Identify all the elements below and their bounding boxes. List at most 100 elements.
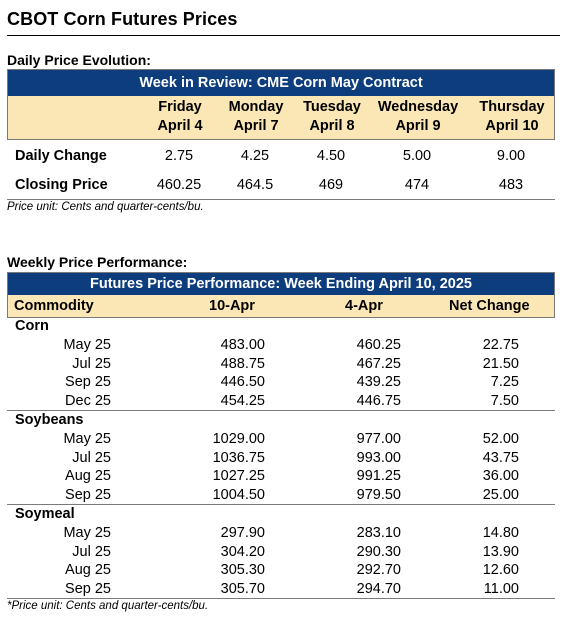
price-4-apr-cell: 446.75 xyxy=(356,392,401,409)
day-header-tuesday: Tuesday April 8 xyxy=(303,99,361,134)
price-4-apr-cell: 292.70 xyxy=(356,562,401,578)
daily-change-value: 9.00 xyxy=(496,148,526,164)
closing-price-value: 460.25 xyxy=(156,177,202,193)
net-change-cell: 36.00 xyxy=(482,468,519,484)
header-10-apr: 10-Apr xyxy=(209,298,255,314)
price-10-apr-cell: 1004.50 xyxy=(212,486,265,503)
price-4-apr-cell: 993.00 xyxy=(356,449,401,466)
daily-change-row: Daily Change 2.75 4.25 4.50 5.00 9.00 xyxy=(7,144,555,168)
price-4-apr-cell: 467.25 xyxy=(356,355,401,372)
daily-table-banner: Week in Review: CME Corn May Contract xyxy=(8,70,554,96)
table-row: Jul 25 304.20 290.30 13.90 xyxy=(7,543,555,562)
net-change-cell: 21.50 xyxy=(482,355,519,372)
price-10-apr-cell: 1036.75 xyxy=(212,449,265,466)
group-title-corn: Corn xyxy=(15,318,49,334)
table-row: May 25 483.00 460.25 22.75 xyxy=(7,336,555,355)
table-row: Jul 25 1036.75 993.00 43.75 xyxy=(7,449,555,468)
price-10-apr-cell: 305.30 xyxy=(220,562,265,578)
row-label: Closing Price xyxy=(15,177,108,193)
price-4-apr-cell: 283.10 xyxy=(356,525,401,541)
price-4-apr-cell: 979.50 xyxy=(356,486,401,503)
net-change-cell: 7.50 xyxy=(490,392,519,409)
price-4-apr-cell: 294.70 xyxy=(356,580,401,597)
table-row: Sep 25 305.70 294.70 11.00 xyxy=(7,580,555,599)
net-change-cell: 43.75 xyxy=(482,449,519,466)
contract-cell: Jul 25 xyxy=(72,355,111,372)
daily-change-value: 5.00 xyxy=(402,148,432,164)
header-4-apr: 4-Apr xyxy=(345,298,383,314)
contract-cell: Jul 25 xyxy=(72,449,111,466)
daily-change-value: 4.50 xyxy=(316,148,346,164)
daily-price-table: Week in Review: CME Corn May Contract Fr… xyxy=(7,69,555,140)
price-10-apr-cell: 305.70 xyxy=(220,580,265,597)
price-10-apr-cell: 297.90 xyxy=(220,525,265,541)
weekly-performance-table-body: Corn May 25 483.00 460.25 22.75 Jul 25 4… xyxy=(7,317,555,612)
net-change-cell: 12.60 xyxy=(482,562,519,578)
net-change-cell: 7.25 xyxy=(490,374,519,390)
row-label: Daily Change xyxy=(15,148,107,164)
daily-price-note: Price unit: Cents and quarter-cents/bu. xyxy=(7,201,204,213)
weekly-performance-table-header: Futures Price Performance: Week Ending A… xyxy=(7,272,555,318)
contract-cell: Aug 25 xyxy=(65,562,111,578)
table-row: Sep 25 446.50 439.25 7.25 xyxy=(7,373,555,392)
header-commodity: Commodity xyxy=(14,298,94,314)
price-10-apr-cell: 304.20 xyxy=(220,543,265,560)
closing-price-value: 469 xyxy=(318,177,344,193)
price-10-apr-cell: 483.00 xyxy=(220,337,265,353)
contract-cell: May 25 xyxy=(63,337,111,353)
group-divider xyxy=(7,504,555,505)
closing-price-value: 464.5 xyxy=(236,177,274,193)
page-title: CBOT Corn Futures Prices xyxy=(7,9,238,29)
table-row: Sep 25 1004.50 979.50 25.00 xyxy=(7,486,555,505)
day-header-friday: Friday April 4 xyxy=(157,99,203,134)
weekly-price-note: *Price unit: Cents and quarter-cents/bu. xyxy=(7,600,209,612)
daily-table-bottom-rule xyxy=(7,199,555,200)
daily-section-title: Daily Price Evolution: xyxy=(7,52,151,68)
contract-cell: Aug 25 xyxy=(65,468,111,484)
net-change-cell: 25.00 xyxy=(482,486,519,503)
net-change-cell: 52.00 xyxy=(482,431,519,447)
net-change-cell: 22.75 xyxy=(482,337,519,353)
closing-price-row: Closing Price 460.25 464.5 469 474 483 xyxy=(7,173,555,197)
table-row: Aug 25 1027.25 991.25 36.00 xyxy=(7,467,555,486)
title-divider xyxy=(7,35,560,36)
table-row: May 25 297.90 283.10 14.80 xyxy=(7,524,555,543)
contract-cell: Jul 25 xyxy=(72,543,111,560)
table-row: Jul 25 488.75 467.25 21.50 xyxy=(7,355,555,374)
price-10-apr-cell: 1027.25 xyxy=(212,468,265,484)
table-bottom-rule xyxy=(7,598,555,599)
price-4-apr-cell: 460.25 xyxy=(356,337,401,353)
net-change-cell: 13.90 xyxy=(482,543,519,560)
contract-cell: Dec 25 xyxy=(65,392,111,409)
group-title-soybeans: Soybeans xyxy=(15,412,84,428)
weekly-column-headers: Commodity 10-Apr 4-Apr Net Change xyxy=(8,295,554,317)
daily-table-header: Friday April 4 Monday April 7 Tuesday Ap… xyxy=(8,96,554,139)
price-10-apr-cell: 1029.00 xyxy=(212,431,265,447)
price-10-apr-cell: 446.50 xyxy=(220,374,265,390)
day-header-thursday: Thursday April 10 xyxy=(479,99,545,134)
weekly-section-title: Weekly Price Performance: xyxy=(7,254,188,270)
group-divider xyxy=(7,410,555,411)
table-row: Dec 25 454.25 446.75 7.50 xyxy=(7,392,555,411)
header-net-change: Net Change xyxy=(449,298,530,314)
price-10-apr-cell: 488.75 xyxy=(220,355,265,372)
table-row: May 25 1029.00 977.00 52.00 xyxy=(7,430,555,449)
group-title-soymeal: Soymeal xyxy=(15,506,75,522)
price-4-apr-cell: 991.25 xyxy=(356,468,401,484)
net-change-cell: 14.80 xyxy=(482,525,519,541)
day-header-wednesday: Wednesday April 9 xyxy=(377,99,459,134)
contract-cell: Sep 25 xyxy=(65,486,111,503)
contract-cell: Sep 25 xyxy=(65,374,111,390)
contract-cell: May 25 xyxy=(63,431,111,447)
price-4-apr-cell: 290.30 xyxy=(356,543,401,560)
price-4-apr-cell: 439.25 xyxy=(356,374,401,390)
closing-price-value: 483 xyxy=(498,177,524,193)
price-10-apr-cell: 454.25 xyxy=(220,392,265,409)
closing-price-value: 474 xyxy=(404,177,430,193)
net-change-cell: 11.00 xyxy=(483,580,519,597)
daily-change-value: 2.75 xyxy=(164,148,194,164)
daily-change-value: 4.25 xyxy=(240,148,270,164)
price-4-apr-cell: 977.00 xyxy=(356,431,401,447)
contract-cell: Sep 25 xyxy=(65,580,111,597)
day-header-monday: Monday April 7 xyxy=(228,99,284,134)
